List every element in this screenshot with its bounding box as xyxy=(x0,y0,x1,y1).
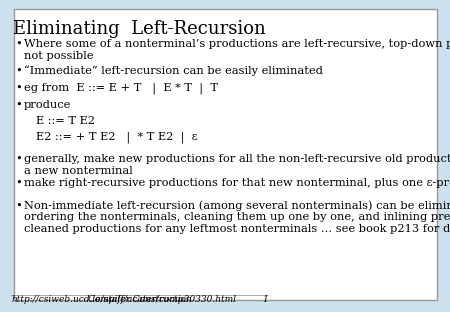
Text: Where some of a nonterminal’s productions are left-recursive, top-down parsing i: Where some of a nonterminal’s production… xyxy=(24,39,450,61)
Text: •: • xyxy=(15,83,22,93)
Text: E ::= T E2: E ::= T E2 xyxy=(36,116,95,126)
Text: •: • xyxy=(15,178,22,188)
Text: generally, make new productions for all the non-left-recursive old productions, : generally, make new productions for all … xyxy=(24,154,450,176)
Text: Eliminating  Left-Recursion: Eliminating Left-Recursion xyxy=(13,20,266,38)
Text: Compiler Construction: Compiler Construction xyxy=(88,295,191,304)
Text: eg from  E ::= E + T   |  E * T  |  T: eg from E ::= E + T | E * T | T xyxy=(24,83,218,94)
Text: •: • xyxy=(15,200,22,210)
Text: 1: 1 xyxy=(262,295,268,304)
Text: produce: produce xyxy=(24,100,71,110)
Text: E2 ::= + T E2   |  * T E2  |  ε: E2 ::= + T E2 | * T E2 | ε xyxy=(36,131,198,143)
Text: http://csiweb.ucd.ie/staff/acater/comp30330.html: http://csiweb.ucd.ie/staff/acater/comp30… xyxy=(11,295,236,304)
Text: make right-recursive productions for that new nonterminal, plus one ε-production: make right-recursive productions for tha… xyxy=(24,178,450,188)
Text: •: • xyxy=(15,66,22,76)
Text: •: • xyxy=(15,39,22,49)
Text: Non-immediate left-recursion (among several nonterminals) can be eliminated by
o: Non-immediate left-recursion (among seve… xyxy=(24,200,450,234)
Text: •: • xyxy=(15,100,22,110)
Text: “Immediate” left-recursion can be easily eliminated: “Immediate” left-recursion can be easily… xyxy=(24,66,323,76)
Text: •: • xyxy=(15,154,22,164)
